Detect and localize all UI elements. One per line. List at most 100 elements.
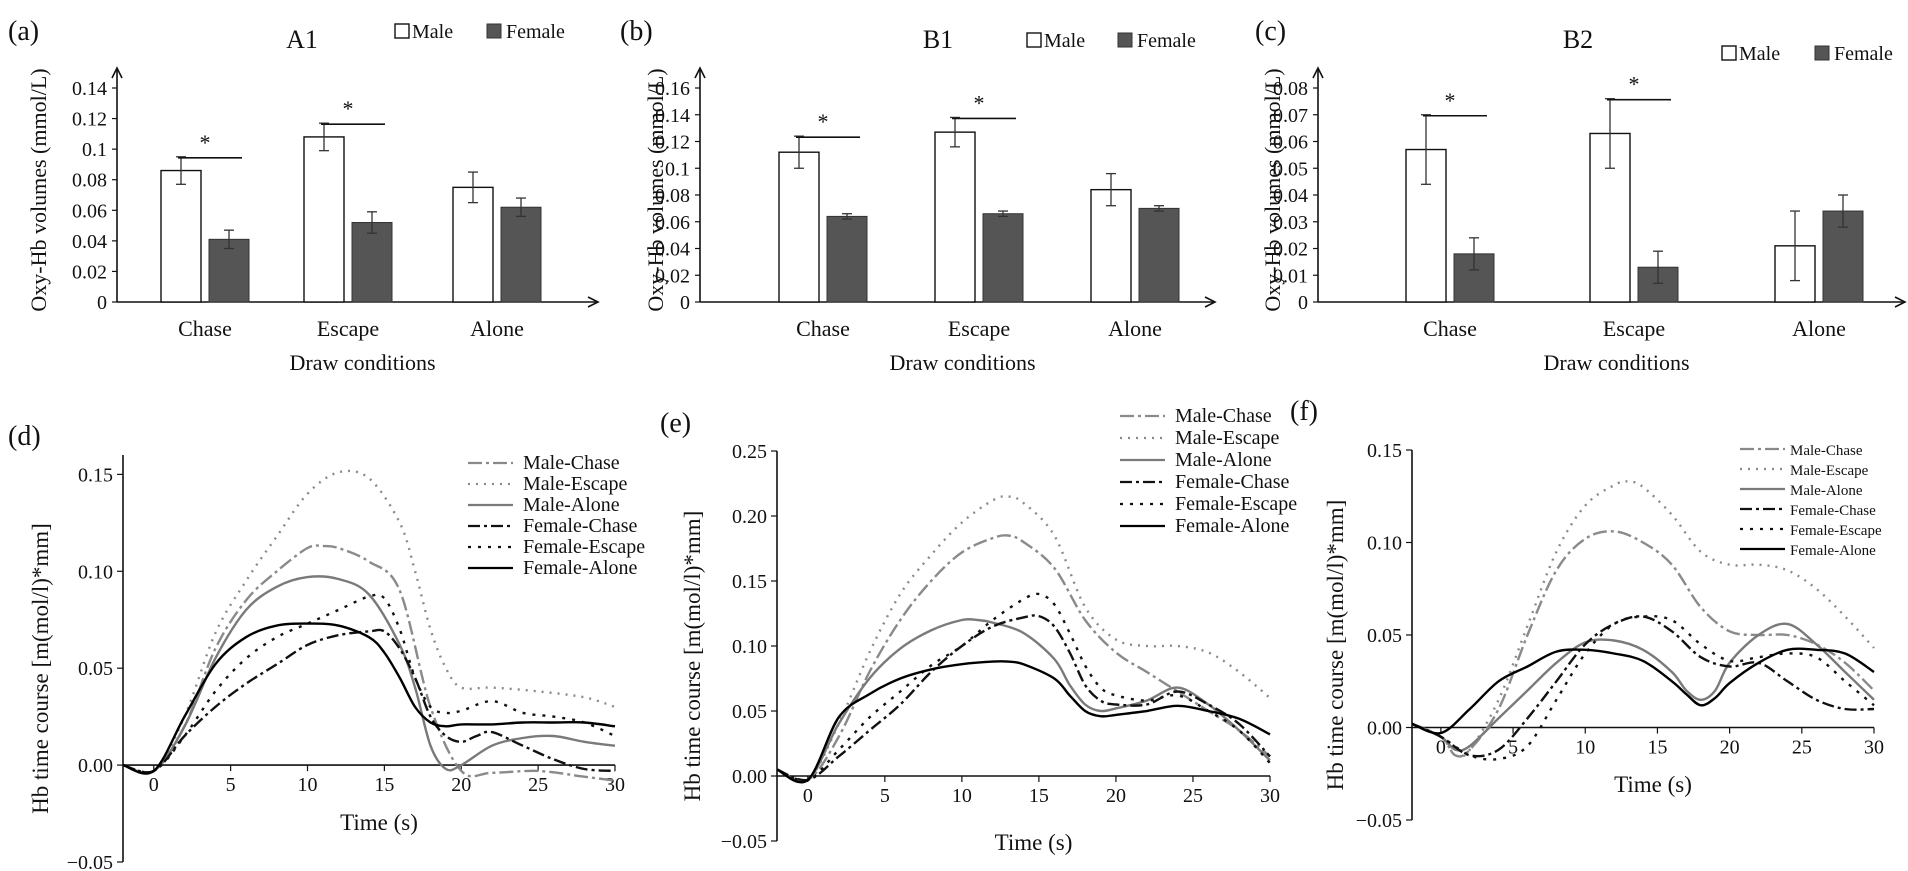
panel-letter: (f): [1290, 396, 1318, 427]
series-line-female-alone: [122, 622, 616, 775]
y-tick-label: 0.04: [655, 239, 690, 261]
legend-label-female: Female: [1834, 43, 1893, 65]
x-tick-label: 25: [1792, 737, 1812, 759]
y-tick-label: 0.02: [1273, 239, 1308, 261]
x-tick-label: 10: [952, 785, 972, 807]
legend-label-female-chase: Female-Chase: [523, 515, 638, 537]
error-bar: [1154, 205, 1164, 212]
legend-swatch-female: [1117, 32, 1133, 48]
legend-label-female-escape: Female-Escape: [523, 536, 645, 558]
y-axis-arrow: [1312, 66, 1324, 79]
legend-label-male-chase: Male-Chase: [1790, 443, 1863, 459]
series-line-female-alone: [776, 660, 1271, 784]
y-tick-label: 0: [1298, 292, 1308, 314]
x-tick-label: 10: [298, 774, 318, 796]
y-tick-label: 0.05: [1367, 625, 1402, 647]
x-tick-label: 15: [374, 774, 394, 796]
legend-label-male-alone: Male-Alone: [1175, 449, 1272, 471]
legend-label-male-escape: Male-Escape: [523, 473, 628, 495]
line-chart-panel-4: (d) −0.05 0.00 0.05 0.10 0.15 0 5 10 15 20 25 30 Time…: [8, 421, 645, 871]
y-tick-label: 0.1: [82, 139, 107, 161]
series-line-female-escape: [122, 593, 616, 774]
x-tick-label: 5: [880, 785, 890, 807]
legend-label-female-alone: Female-Alone: [1175, 515, 1290, 537]
legend-label-female-escape: Female-Escape: [1790, 523, 1882, 539]
y-tick-label: 0.10: [1367, 533, 1402, 555]
legend-swatch-male: [394, 23, 410, 39]
series-line-male-escape: [122, 469, 616, 775]
series-line-male-alone: [776, 617, 1271, 783]
category-label: Chase: [178, 316, 232, 341]
y-tick-label: 0.05: [732, 701, 767, 723]
x-tick-label: 20: [1720, 737, 1740, 759]
category-label: Escape: [317, 316, 379, 341]
series-line-female-alone: [1411, 647, 1875, 735]
bar-female-alone: [1138, 207, 1180, 303]
y-tick-label: 0.04: [1273, 185, 1308, 207]
y-tick-label: 0.08: [655, 185, 690, 207]
error-bar: [367, 211, 377, 234]
y-axis-label: Hb time course [m(mol/l)*mm]: [680, 511, 705, 802]
series-line-male-escape: [1411, 480, 1875, 759]
y-tick-label: 0.00: [732, 766, 767, 788]
y-tick-label: 0.12: [655, 132, 690, 154]
y-tick-label: 0.05: [78, 658, 113, 680]
error-bar: [176, 156, 186, 185]
x-tick-label: 0: [803, 785, 813, 807]
x-tick-label: 15: [1647, 737, 1667, 759]
x-tick-label: 25: [528, 774, 548, 796]
y-tick-label: 0.12: [72, 109, 107, 131]
bar-male-alone: [452, 186, 494, 303]
y-axis-label: Oxy-Hb volumes (mmol/L): [1260, 68, 1285, 311]
y-tick-label: 0.1: [665, 158, 690, 180]
y-tick-label: −0.05: [721, 831, 767, 853]
legend-swatch-male: [1721, 45, 1737, 61]
y-tick-label: 0.03: [1273, 212, 1308, 234]
x-axis-label: Time (s): [995, 830, 1073, 855]
series-line-male-chase: [122, 544, 616, 782]
x-axis-label: Draw conditions: [289, 350, 435, 375]
x-tick-label: 5: [226, 774, 236, 796]
significance-star: *: [1445, 88, 1456, 113]
x-tick-label: 20: [451, 774, 471, 796]
significance-star: *: [1629, 72, 1640, 97]
bar-female-escape: [982, 213, 1024, 303]
y-tick-label: 0.10: [732, 636, 767, 658]
y-tick-label: 0.00: [1367, 718, 1402, 740]
panel-letter: (a): [8, 16, 39, 47]
x-tick-label: 0: [149, 774, 159, 796]
error-bar: [468, 171, 478, 204]
x-axis-arrow: [1894, 296, 1907, 308]
y-tick-label: 0.08: [72, 170, 107, 192]
y-tick-label: 0.14: [655, 105, 690, 127]
panel-letter: (c): [1255, 16, 1286, 47]
error-bar: [1790, 210, 1800, 282]
category-label: Chase: [1423, 316, 1477, 341]
significance-star: *: [974, 90, 985, 115]
bar-female-escape: [351, 222, 393, 303]
panel-letter: (e): [660, 408, 691, 439]
x-axis-label: Draw conditions: [889, 350, 1035, 375]
error-bar: [1653, 250, 1663, 284]
y-tick-label: 0.16: [655, 78, 690, 100]
significance-star: *: [343, 96, 354, 121]
bar-chart-panel-1: (a) A1 0 0.02 0.04 0.06 0.08 0.1 0.12 0.14 Oxy-Hb …: [8, 16, 600, 375]
error-bar: [1106, 172, 1116, 207]
y-tick-label: 0.06: [655, 212, 690, 234]
y-axis-label: Hb time course [m(mol/l)*mm]: [1323, 500, 1348, 791]
y-tick-label: −0.05: [67, 852, 113, 871]
y-tick-label: 0.15: [78, 464, 113, 486]
series-line-male-chase: [776, 534, 1271, 783]
error-bar: [1421, 114, 1431, 185]
y-tick-label: 0.07: [1273, 105, 1308, 127]
y-tick-label: 0.05: [1273, 158, 1308, 180]
y-tick-label: 0.14: [72, 78, 107, 100]
legend-label-male-alone: Male-Alone: [523, 494, 620, 516]
error-bar: [794, 135, 804, 169]
bar-male-alone: [1090, 188, 1132, 303]
legend-label-female-alone: Female-Alone: [523, 557, 638, 579]
y-axis-label: Oxy-Hb volumes (mmol/L): [26, 68, 51, 311]
y-tick-label: 0.15: [732, 571, 767, 593]
x-axis-arrow: [1204, 296, 1217, 308]
category-label: Chase: [796, 316, 850, 341]
